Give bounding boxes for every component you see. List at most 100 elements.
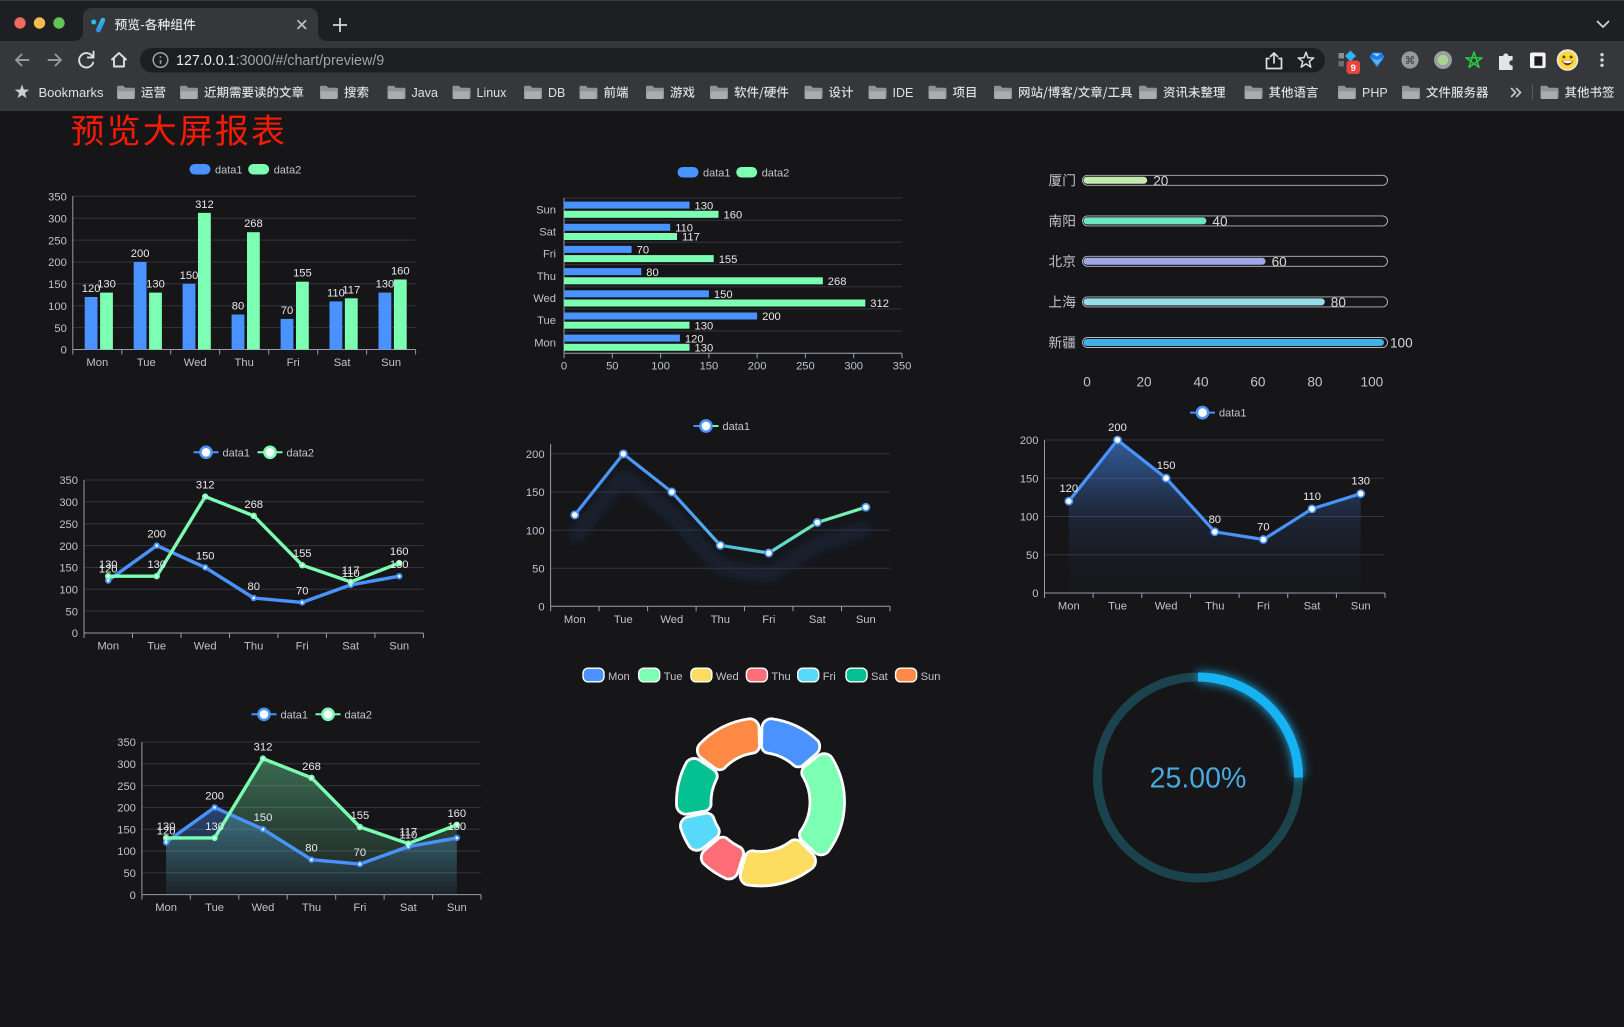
svg-text:data1: data1	[281, 709, 309, 721]
svg-text:150: 150	[254, 812, 273, 824]
svg-text:0: 0	[1032, 588, 1038, 600]
svg-text:312: 312	[196, 480, 215, 492]
svg-text:110: 110	[399, 830, 417, 842]
svg-text:100: 100	[59, 585, 78, 597]
svg-text:130: 130	[99, 559, 118, 571]
svg-text:250: 250	[48, 235, 67, 247]
svg-text:117: 117	[342, 565, 360, 577]
svg-text:data1: data1	[703, 167, 731, 179]
svg-text:Sat: Sat	[334, 357, 352, 369]
svg-text:0: 0	[72, 628, 78, 640]
svg-text:312: 312	[254, 742, 273, 754]
svg-text:Wed: Wed	[533, 293, 556, 305]
svg-text:Tue: Tue	[1108, 601, 1127, 613]
svg-text:268: 268	[244, 218, 263, 230]
svg-text:117: 117	[342, 284, 360, 296]
svg-text:0: 0	[538, 602, 544, 614]
svg-text:200: 200	[59, 541, 78, 553]
svg-text:150: 150	[196, 550, 215, 562]
svg-text:Fri: Fri	[353, 902, 366, 914]
svg-text:350: 350	[117, 737, 136, 749]
svg-text:Fri: Fri	[823, 671, 836, 683]
svg-text:127.0.0.1:3000/#/chart/preview: 127.0.0.1:3000/#/chart/preview/9	[176, 53, 384, 69]
svg-text:data1: data1	[215, 164, 243, 176]
svg-text:data1: data1	[723, 421, 751, 433]
svg-text:117: 117	[682, 232, 700, 244]
svg-text:Tue: Tue	[147, 641, 166, 653]
svg-text:Wed: Wed	[1155, 601, 1178, 613]
svg-text:70: 70	[637, 245, 649, 257]
svg-text:data2: data2	[287, 447, 315, 459]
svg-text:Wed: Wed	[716, 671, 739, 683]
svg-text:200: 200	[117, 803, 136, 815]
svg-text:100: 100	[651, 361, 670, 373]
svg-text:20: 20	[1153, 173, 1169, 188]
svg-text:0: 0	[61, 345, 67, 357]
svg-text:250: 250	[796, 361, 815, 373]
svg-text:120: 120	[157, 825, 176, 837]
svg-text:312: 312	[195, 199, 214, 211]
svg-text:Tue: Tue	[137, 357, 156, 369]
svg-text:155: 155	[293, 548, 312, 560]
svg-text:120: 120	[99, 564, 118, 576]
svg-text:300: 300	[48, 213, 67, 225]
svg-text:130: 130	[147, 559, 166, 571]
svg-text:100: 100	[1361, 375, 1384, 390]
svg-text:200: 200	[762, 311, 781, 323]
svg-text:0: 0	[130, 890, 136, 902]
svg-text:155: 155	[719, 254, 738, 266]
svg-text:Sat: Sat	[1304, 601, 1322, 613]
svg-text:Mon: Mon	[86, 357, 108, 369]
svg-text:100: 100	[526, 525, 545, 537]
svg-text:Linux: Linux	[477, 86, 508, 100]
svg-text:100: 100	[1020, 512, 1039, 524]
svg-text:150: 150	[48, 279, 67, 291]
svg-text:300: 300	[59, 497, 78, 509]
svg-text:150: 150	[700, 361, 719, 373]
svg-text:Mon: Mon	[608, 671, 630, 683]
svg-text:0: 0	[1083, 375, 1091, 390]
svg-text:Mon: Mon	[1058, 601, 1080, 613]
svg-text:150: 150	[117, 824, 136, 836]
svg-text:200: 200	[48, 257, 67, 269]
svg-text:Thu: Thu	[244, 641, 263, 653]
svg-text:0: 0	[561, 361, 567, 373]
svg-text:130: 130	[1351, 476, 1370, 488]
svg-text:Sat: Sat	[342, 641, 360, 653]
svg-text:120: 120	[1059, 483, 1078, 495]
svg-text:100: 100	[48, 301, 67, 313]
svg-text:200: 200	[131, 248, 150, 260]
svg-text:40: 40	[1212, 214, 1228, 229]
svg-text:Tue: Tue	[205, 902, 224, 914]
svg-text:268: 268	[828, 276, 847, 288]
svg-text:50: 50	[1026, 550, 1038, 562]
svg-text:Bookmarks: Bookmarks	[39, 85, 105, 100]
svg-text:250: 250	[59, 519, 78, 531]
svg-text:350: 350	[59, 475, 78, 487]
svg-text:50: 50	[54, 323, 66, 335]
svg-text:110: 110	[342, 568, 360, 580]
svg-text:60: 60	[1250, 375, 1266, 390]
svg-text:70: 70	[296, 585, 308, 597]
svg-text:150: 150	[1157, 460, 1176, 472]
svg-text:160: 160	[724, 210, 743, 222]
svg-text:Sat: Sat	[539, 227, 557, 239]
svg-text:80: 80	[1331, 295, 1347, 310]
svg-text:Mon: Mon	[534, 337, 556, 349]
svg-text:Thu: Thu	[302, 902, 321, 914]
svg-text:130: 130	[390, 559, 409, 571]
svg-text:268: 268	[302, 761, 321, 773]
svg-text:Wed: Wed	[660, 614, 683, 626]
svg-text:350: 350	[48, 192, 67, 204]
svg-text:⌘: ⌘	[1405, 55, 1416, 67]
svg-text:120: 120	[685, 333, 704, 345]
svg-text:110: 110	[327, 287, 345, 299]
svg-text:200: 200	[748, 361, 767, 373]
svg-text:80: 80	[232, 301, 244, 313]
svg-text:Sun: Sun	[856, 614, 876, 626]
svg-text:100: 100	[1390, 336, 1413, 351]
svg-text:Thu: Thu	[771, 671, 790, 683]
svg-text:Tue: Tue	[537, 315, 556, 327]
svg-text:250: 250	[117, 781, 136, 793]
svg-text:312: 312	[870, 298, 889, 310]
